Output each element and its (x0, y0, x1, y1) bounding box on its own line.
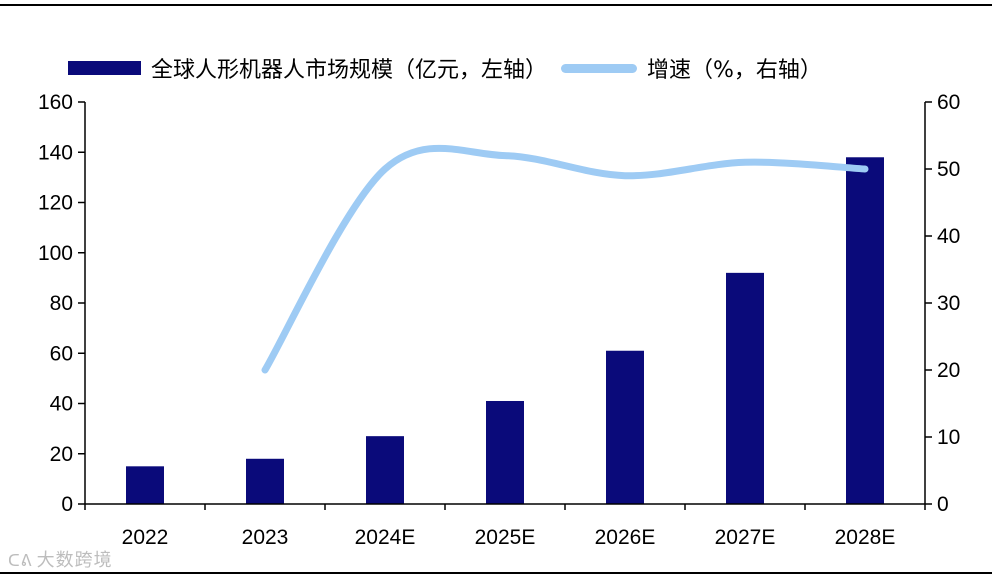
right-tick-label: 20 (937, 359, 960, 382)
watermark: ᑕᕕ 大数跨境 (8, 546, 113, 572)
x-tick-label: 2023 (242, 526, 289, 549)
legend-item-bars: 全球人形机器人市场规模（亿元，左轴） (68, 52, 547, 84)
growth-rate-line (261, 144, 869, 374)
bar-2022 (126, 466, 164, 504)
watermark-logo: ᑕᕕ (8, 551, 33, 570)
left-tick-label: 80 (50, 292, 73, 315)
right-tick-label: 60 (937, 91, 960, 114)
bar-2024E (366, 436, 404, 504)
bar-2023 (246, 458, 284, 504)
left-tick-label: 100 (38, 242, 73, 265)
left-tick-label: 160 (38, 91, 73, 114)
right-tick-label: 30 (937, 292, 960, 315)
bar-2027E (726, 272, 764, 504)
legend-line-label: 增速（%，右轴） (647, 58, 822, 83)
top-border-line (0, 4, 992, 6)
x-tick-label: 2026E (595, 526, 656, 549)
x-tick-label: 2022 (122, 526, 169, 549)
right-tick-label: 0 (937, 493, 949, 516)
legend-line-swatch (561, 63, 638, 73)
left-tick-label: 40 (50, 393, 73, 416)
x-tick-label: 2024E (355, 526, 416, 549)
bar-2026E (606, 350, 644, 504)
bottom-border-line (0, 572, 992, 574)
bar-2028E (846, 157, 884, 504)
x-tick-label: 2028E (835, 526, 896, 549)
right-tick-label: 10 (937, 426, 960, 449)
legend-bar-label: 全球人形机器人市场规模（亿元，左轴） (151, 58, 548, 83)
chart-legend: 全球人形机器人市场规模（亿元，左轴） 增速（%，右轴） (68, 53, 822, 83)
right-tick-label: 50 (937, 158, 960, 181)
legend-bar-swatch (68, 61, 141, 75)
bar-2025E (486, 400, 524, 504)
right-tick-label: 40 (937, 225, 960, 248)
left-tick-label: 60 (50, 342, 73, 365)
x-tick-label: 2025E (475, 526, 536, 549)
left-tick-label: 140 (38, 141, 73, 164)
left-tick-label: 20 (50, 443, 73, 466)
legend-item-line: 增速（%，右轴） (547, 52, 822, 84)
watermark-text: 大数跨境 (36, 550, 113, 571)
left-tick-label: 0 (61, 493, 73, 516)
x-tick-label: 2027E (715, 526, 776, 549)
left-tick-label: 120 (38, 192, 73, 215)
